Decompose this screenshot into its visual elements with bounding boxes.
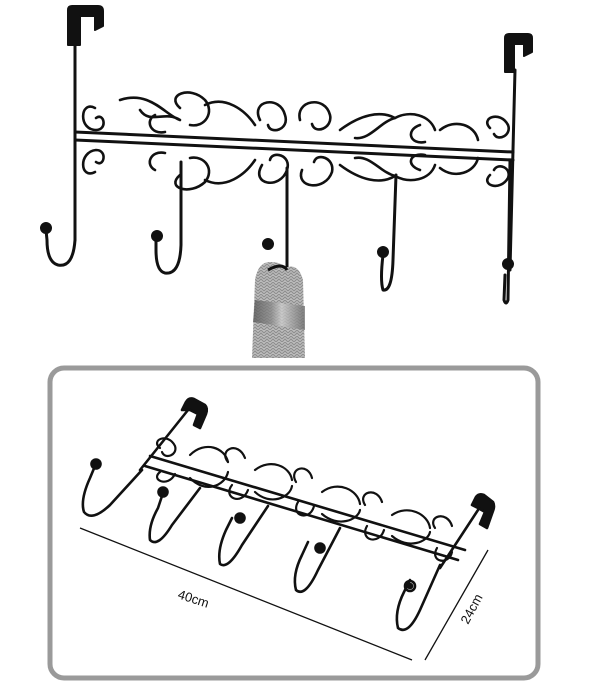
hanger-perspective-view [81, 397, 496, 632]
hooks [40, 148, 514, 305]
middle-rail [73, 138, 515, 162]
height-dimension-line [424, 549, 489, 661]
scroll-ornament [81, 91, 510, 191]
right-door-clip [504, 33, 533, 73]
hanger-front-view [40, 5, 533, 305]
top-rail [73, 130, 515, 154]
detail-frame [47, 365, 541, 681]
left-door-clip [67, 5, 104, 46]
length-dimension-line [79, 527, 413, 661]
dimension-lines [79, 527, 489, 661]
perspective-hooks [81, 458, 442, 632]
knit-scarf [252, 262, 305, 358]
perspective-scroll-ornament [156, 437, 454, 562]
